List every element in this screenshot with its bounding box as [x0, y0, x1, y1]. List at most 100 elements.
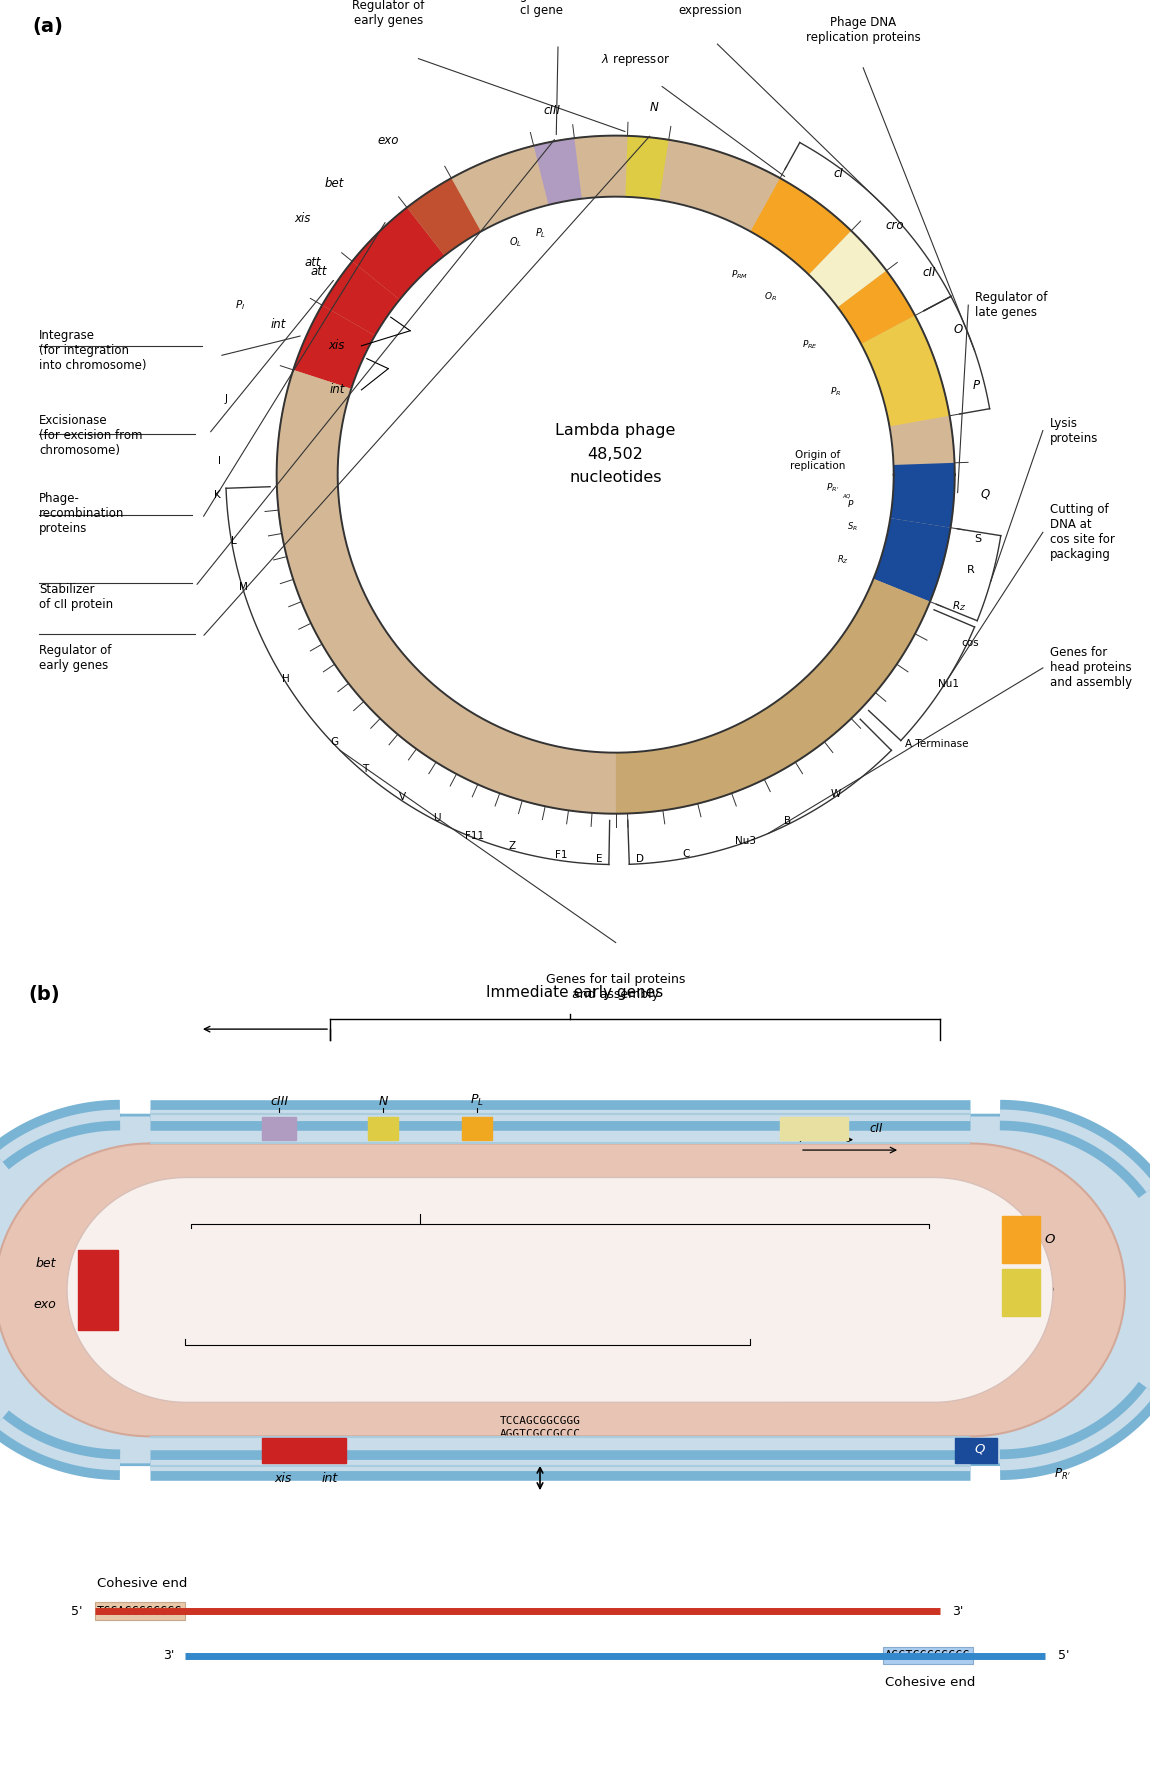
- Text: $P_L$: $P_L$: [535, 227, 546, 241]
- Text: xis: xis: [294, 213, 311, 225]
- Text: K: K: [215, 491, 221, 500]
- Polygon shape: [322, 261, 400, 336]
- Polygon shape: [0, 1143, 1125, 1436]
- Text: Tail genes: Tail genes: [209, 1318, 271, 1331]
- Polygon shape: [277, 136, 954, 814]
- Polygon shape: [0, 1114, 1150, 1465]
- Text: $S_R$: $S_R$: [846, 520, 858, 532]
- FancyBboxPatch shape: [1002, 1270, 1040, 1316]
- Text: L: L: [231, 536, 237, 547]
- Polygon shape: [861, 316, 950, 427]
- Text: cIII: cIII: [270, 1095, 288, 1107]
- Text: (b): (b): [28, 984, 60, 1004]
- Text: Regulator of
early genes: Regulator of early genes: [352, 0, 424, 27]
- Polygon shape: [67, 1177, 1053, 1402]
- Text: F11: F11: [465, 830, 484, 841]
- Text: Head genes: Head genes: [583, 1318, 658, 1331]
- Text: Excisionase
(for excision from
chromosome): Excisionase (for excision from chromosom…: [39, 414, 143, 457]
- Text: T: T: [362, 764, 368, 775]
- Polygon shape: [0, 1143, 1125, 1436]
- Text: Cohesive end: Cohesive end: [886, 1677, 975, 1690]
- Text: Cohesive end: Cohesive end: [97, 1577, 187, 1590]
- Text: N: N: [378, 1095, 388, 1107]
- Polygon shape: [338, 196, 894, 752]
- Text: $R_Z$: $R_Z$: [952, 600, 966, 613]
- Text: (a): (a): [32, 16, 63, 36]
- Text: $P_R$: $P_R$: [785, 1122, 800, 1136]
- Text: Regulator of
late genes: Regulator of late genes: [975, 291, 1048, 320]
- Text: $P_{R'}$: $P_{R'}$: [1055, 1466, 1071, 1482]
- Text: 5': 5': [1058, 1648, 1070, 1663]
- Polygon shape: [277, 484, 615, 814]
- Text: $P_L$: $P_L$: [470, 1093, 484, 1107]
- Text: O: O: [1045, 1234, 1056, 1247]
- Text: TCCAGCGGCGGG: TCCAGCGGCGGG: [97, 1604, 183, 1618]
- Text: AGGTCGCCGCCC: AGGTCGCCGCCC: [886, 1648, 971, 1663]
- Text: cI: cI: [833, 166, 843, 180]
- Text: $P_I$: $P_I$: [235, 298, 245, 313]
- FancyBboxPatch shape: [368, 1116, 398, 1139]
- Text: 3': 3': [162, 1648, 174, 1663]
- Text: Regulator of
early genes: Regulator of early genes: [39, 645, 112, 672]
- Text: cro: cro: [886, 220, 904, 232]
- Text: A Terminase: A Terminase: [905, 739, 968, 748]
- Polygon shape: [352, 207, 445, 300]
- Text: ...VUZ...: ...VUZ...: [445, 1293, 496, 1306]
- Text: $^{AQ}$: $^{AQ}$: [842, 495, 852, 504]
- Text: bet: bet: [324, 177, 344, 189]
- Polygon shape: [874, 518, 951, 602]
- Polygon shape: [534, 138, 582, 205]
- Text: xis: xis: [275, 1472, 292, 1486]
- Text: E: E: [596, 854, 603, 864]
- Polygon shape: [837, 271, 915, 345]
- Text: Head genes: Head genes: [553, 1348, 628, 1361]
- Text: P: P: [1046, 1286, 1055, 1298]
- Text: xis: xis: [328, 339, 345, 352]
- Text: C: C: [682, 848, 690, 859]
- Text: Nu1: Nu1: [938, 679, 959, 689]
- Text: Genes for
head proteins
and assembly: Genes for head proteins and assembly: [1050, 647, 1132, 689]
- Text: Immediate early genes: Immediate early genes: [486, 984, 664, 1000]
- Text: F1: F1: [555, 850, 568, 859]
- Polygon shape: [808, 230, 887, 307]
- Text: B: B: [784, 816, 791, 825]
- Text: exo: exo: [33, 1298, 56, 1311]
- Text: Regulator of
cI gene: Regulator of cI gene: [505, 0, 577, 16]
- Text: TCCAGCGGCGGG: TCCAGCGGCGGG: [499, 1416, 581, 1427]
- Text: Phage DNA
replication proteins: Phage DNA replication proteins: [806, 16, 920, 45]
- Text: Late genes: Late genes: [552, 1236, 628, 1250]
- Text: int: int: [270, 318, 285, 330]
- Text: Nu3: Nu3: [735, 836, 756, 845]
- Polygon shape: [890, 463, 954, 527]
- Polygon shape: [615, 579, 930, 814]
- Text: $\lambda$ repressor: $\lambda$ repressor: [601, 52, 670, 68]
- Text: $P_R$: $P_R$: [830, 386, 842, 398]
- Text: Stabilizer
of cII protein: Stabilizer of cII protein: [39, 584, 114, 611]
- FancyBboxPatch shape: [1002, 1216, 1040, 1263]
- Text: AGGTCGCCGCCC: AGGTCGCCGCCC: [499, 1429, 581, 1438]
- Text: 5': 5': [70, 1604, 82, 1618]
- Text: G: G: [331, 738, 339, 747]
- Text: J: J: [225, 395, 228, 404]
- Text: att: att: [305, 255, 321, 270]
- Text: ...JIK...: ...JIK...: [220, 1293, 260, 1306]
- Polygon shape: [751, 179, 851, 275]
- FancyBboxPatch shape: [954, 1438, 997, 1463]
- Text: cIII: cIII: [543, 104, 560, 118]
- Text: W: W: [830, 789, 841, 798]
- Text: int: int: [329, 384, 345, 396]
- Text: Integrase
(for integration
into chromosome): Integrase (for integration into chromoso…: [39, 329, 147, 371]
- Text: 3': 3': [952, 1604, 964, 1618]
- FancyBboxPatch shape: [462, 1116, 492, 1139]
- Text: att: att: [310, 264, 328, 279]
- Text: D: D: [636, 854, 644, 864]
- Text: cII: cII: [922, 266, 936, 279]
- Text: exo: exo: [377, 134, 399, 146]
- Text: bet: bet: [36, 1257, 56, 1270]
- Text: $P_{R'}$: $P_{R'}$: [826, 482, 840, 495]
- Text: V: V: [399, 793, 406, 802]
- Text: Tail genes: Tail genes: [185, 1348, 247, 1361]
- FancyBboxPatch shape: [262, 1438, 346, 1463]
- Text: O: O: [953, 323, 963, 336]
- FancyBboxPatch shape: [262, 1116, 296, 1139]
